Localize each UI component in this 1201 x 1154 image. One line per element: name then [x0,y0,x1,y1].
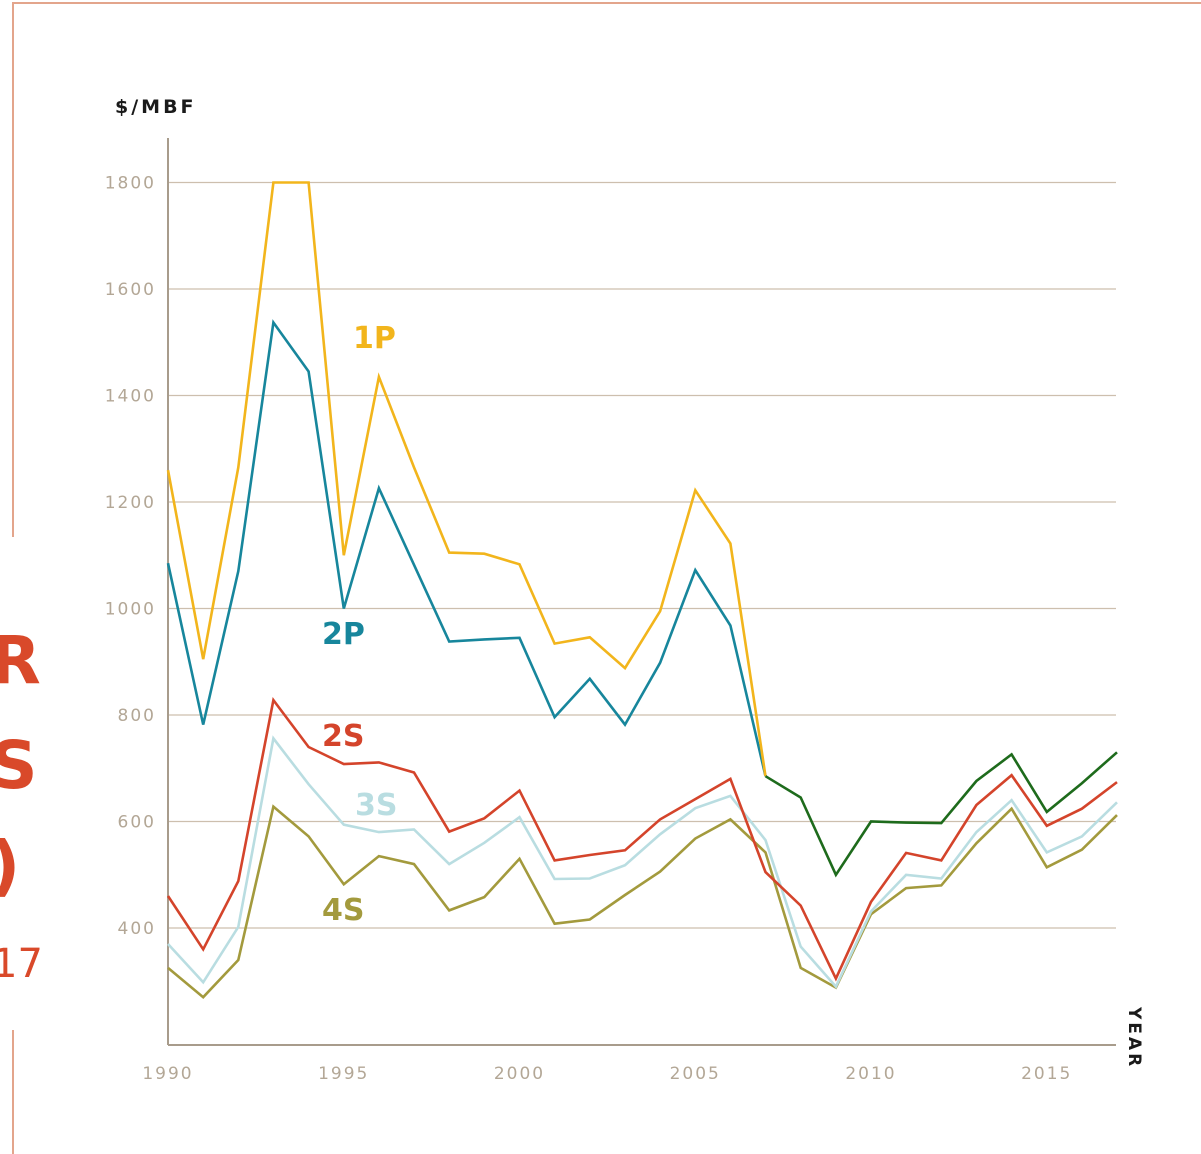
side-title-letter-3: ) [0,833,20,899]
series-line-1P [166,181,767,777]
y-tick-label-1000: 1000 [105,600,156,620]
frame-left-border-upper [12,2,14,537]
y-tick-label-1600: 1600 [105,280,156,300]
gridlines [168,181,1116,929]
y-tick-label-1400: 1400 [105,387,156,407]
y-tick-label-400: 400 [118,919,156,939]
series-labels: 1P 2P 2S 3S 4S [322,321,397,928]
series-lines [166,181,1118,999]
x-tick-label-1990: 1990 [142,1064,193,1084]
y-tick-label-1800: 1800 [105,174,156,194]
x-tick-labels: 1990 1995 2000 2005 2010 2015 [142,1064,1072,1084]
side-title-letter-1: R [0,622,41,699]
x-tick-label-2005: 2005 [670,1064,721,1084]
series-label-3S: 3S [355,788,397,823]
series-line-4S [167,804,1118,999]
x-tick-label-2015: 2015 [1021,1064,1072,1084]
y-tick-labels: 400 600 800 1000 1200 1400 1600 1800 [105,174,156,940]
x-tick-label-1995: 1995 [318,1064,369,1084]
y-tick-label-800: 800 [118,706,156,726]
series-line-2S [166,696,1118,982]
series-label-2S: 2S [322,719,364,754]
series-line-2P [166,319,767,777]
series-label-2P: 2P [322,617,365,652]
x-tick-label-2010: 2010 [845,1064,896,1084]
side-subtitle-fragment: 17 [0,941,43,987]
series-label-4S: 4S [322,893,364,928]
y-tick-label-1200: 1200 [105,493,156,513]
x-tick-label-2000: 2000 [494,1064,545,1084]
series-line-combined [764,751,1118,878]
y-tick-label-600: 600 [118,813,156,833]
series-label-1P: 1P [353,321,396,356]
frame-top-border [12,2,1201,4]
series-line-3S [167,735,1118,989]
y-axis-title: $/MBF [115,96,197,118]
side-title-letter-2: S [0,727,38,804]
x-axis-title: YEAR [1124,1006,1144,1069]
axes [167,138,1116,1046]
frame-left-border-lower [12,1030,14,1154]
